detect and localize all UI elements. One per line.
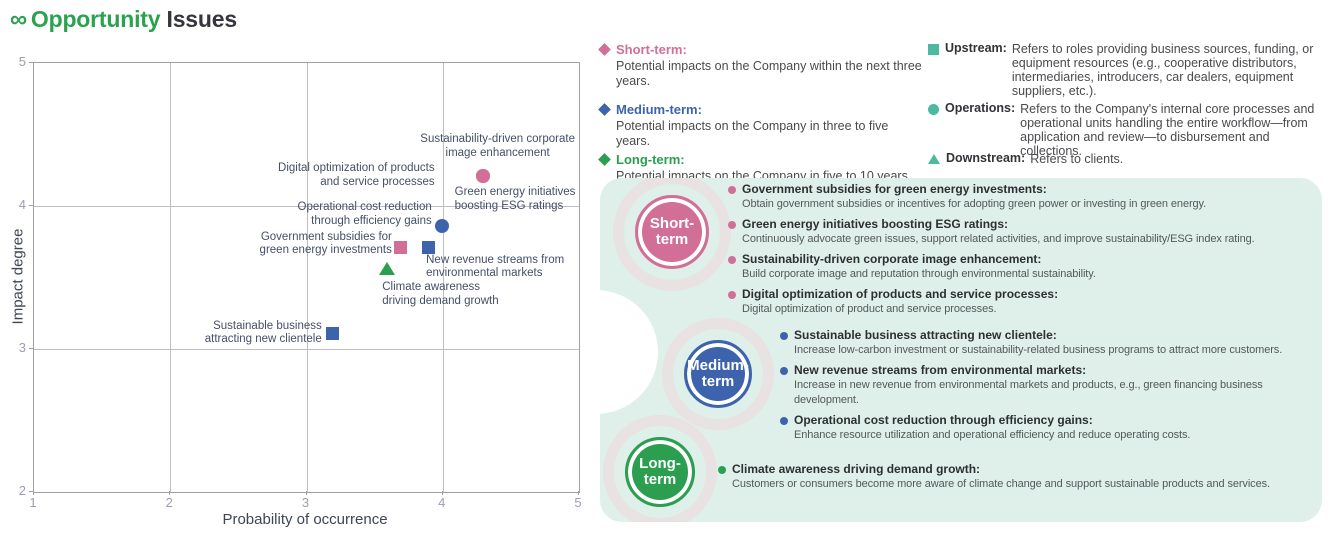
chain-legend-item: Operations: Refers to the Company's inter…: [928, 101, 1334, 158]
opportunity-item-title: Sustainable business attracting new clie…: [794, 328, 1057, 342]
opportunity-item-title: Operational cost reduction through effic…: [794, 413, 1093, 427]
chain-legend-item: Upstream: Refers to roles providing busin…: [928, 41, 1334, 98]
opportunity-item-desc: Digital optimization of product and serv…: [742, 303, 997, 315]
opportunity-item-desc: Enhance resource utilization and operati…: [794, 429, 1191, 441]
term-legend-label: Short-term:: [616, 42, 687, 57]
page-title: ∞ Opportunity Issues: [10, 6, 237, 34]
opportunity-item-title: Sustainability-driven corporate image en…: [742, 252, 1042, 266]
opportunity-item: Green energy initiatives boosting ESG ra…: [728, 217, 1310, 247]
bullet-dot: [728, 291, 736, 299]
term-legend-label: Medium-term:: [616, 102, 702, 117]
page-title-rest: Issues: [166, 6, 238, 32]
opportunity-item-title: Climate awareness driving demand growth:: [732, 462, 981, 476]
x-tick-label: 2: [165, 495, 173, 510]
y-tick-label: 2: [18, 483, 26, 498]
bullet-dot: [780, 332, 788, 340]
bullet-dot: [728, 221, 736, 229]
badge-long-term: Long- term: [625, 437, 695, 507]
x-axis-title: Probability of occurrence: [222, 511, 388, 528]
term-legend-item: Short-term: Potential impacts on the Comp…: [598, 42, 922, 89]
bullet-dot: [718, 466, 726, 474]
opportunity-item: Climate awareness driving demand growth:…: [718, 462, 1303, 492]
x-gridline: [170, 63, 172, 492]
term-legend-desc: Potential impacts on the Company within …: [616, 59, 922, 88]
opportunity-item-title: Green energy initiatives boosting ESG ra…: [742, 217, 1009, 231]
chain-legend-item: Downstream: Refers to clients.: [928, 151, 1334, 166]
badge-medium-term: Medium- term: [684, 340, 752, 408]
bullet-dot: [780, 367, 788, 375]
item-group-medium: Sustainable business attracting new clie…: [780, 328, 1322, 448]
badge-ring: [603, 415, 717, 522]
triangle-icon: [928, 154, 940, 164]
chain-legend-desc: Refers to clients.: [1030, 152, 1124, 166]
opportunity-item-desc: Obtain government subsidies or incentive…: [742, 198, 1207, 210]
opportunity-item: Sustainable business attracting new clie…: [780, 328, 1322, 358]
term-legend-head: Long-term:: [598, 152, 920, 167]
opportunity-item-title: Digital optimization of products and ser…: [742, 287, 1059, 301]
badge-ring: [662, 318, 774, 430]
opportunity-item-desc: Continuously advocate green issues, supp…: [742, 233, 1255, 245]
opportunity-item: Government subsidies for green energy in…: [728, 182, 1310, 212]
x-tick-label: 3: [301, 495, 310, 510]
opportunity-item: Operational cost reduction through effic…: [780, 413, 1322, 443]
diamond-icon: [598, 43, 611, 56]
opportunity-item-desc: Increase low-carbon investment or sustai…: [794, 344, 1283, 356]
badge-ring: [613, 178, 731, 291]
badge-short-term: Short- term: [635, 195, 709, 269]
item-group-long: Climate awareness driving demand growth:…: [718, 462, 1303, 497]
page-title-highlight: Opportunity: [30, 6, 161, 32]
x-gridline: [306, 63, 308, 492]
opportunity-item: Sustainability-driven corporate image en…: [728, 252, 1310, 282]
bullet-dot: [728, 256, 736, 264]
square-icon: [928, 44, 939, 55]
opportunity-item-title: Government subsidies for green energy in…: [742, 182, 1047, 196]
term-legend-head: Medium-term:: [598, 102, 920, 117]
term-legend-head: Short-term:: [598, 42, 920, 57]
chain-legend-label: Downstream:: [946, 151, 1026, 165]
opportunity-item-desc: Increase in new revenue from environment…: [794, 379, 1263, 406]
chain-legend-desc: Refers to the Company's internal core pr…: [1020, 102, 1315, 158]
y-gridline: [34, 349, 579, 350]
opportunity-item-desc: Build corporate image and reputation thr…: [742, 268, 1096, 280]
x-gridline: [442, 63, 444, 492]
term-legend-label: Long-term:: [616, 152, 685, 167]
term-legend-desc: Potential impacts on the Company in thre…: [616, 119, 889, 148]
x-tick-label: 4: [438, 495, 446, 510]
y-axis-title: Impact degree: [9, 228, 27, 325]
circle-icon: [928, 104, 939, 115]
opportunity-item-title: New revenue streams from environmental m…: [794, 363, 1087, 377]
panel-notch-circle: [600, 290, 658, 414]
plot-area: [33, 62, 580, 493]
infinity-icon: ∞: [10, 6, 27, 33]
opportunity-item: New revenue streams from environmental m…: [780, 363, 1322, 408]
bullet-dot: [728, 186, 736, 194]
opportunity-item-desc: Customers or consumers become more aware…: [732, 478, 1270, 490]
y-tick-label: 5: [18, 54, 26, 69]
opportunity-item: Digital optimization of products and ser…: [728, 287, 1310, 317]
term-legend-item: Medium-term: Potential impacts on the Com…: [598, 102, 920, 149]
bullet-dot: [780, 417, 788, 425]
chain-legend-desc: Refers to roles providing business sourc…: [1011, 42, 1314, 98]
diamond-icon: [598, 103, 611, 116]
x-tick-label: 5: [574, 495, 582, 510]
y-gridline: [34, 206, 579, 207]
diamond-icon: [598, 153, 611, 166]
chain-legend-label: Upstream:: [945, 41, 1007, 55]
x-tick-label: 1: [29, 495, 37, 510]
item-group-short: Government subsidies for green energy in…: [728, 182, 1310, 322]
chain-legend-label: Operations:: [945, 101, 1016, 115]
term-detail-panel: Short- term Government subsidies for gree…: [600, 178, 1322, 522]
